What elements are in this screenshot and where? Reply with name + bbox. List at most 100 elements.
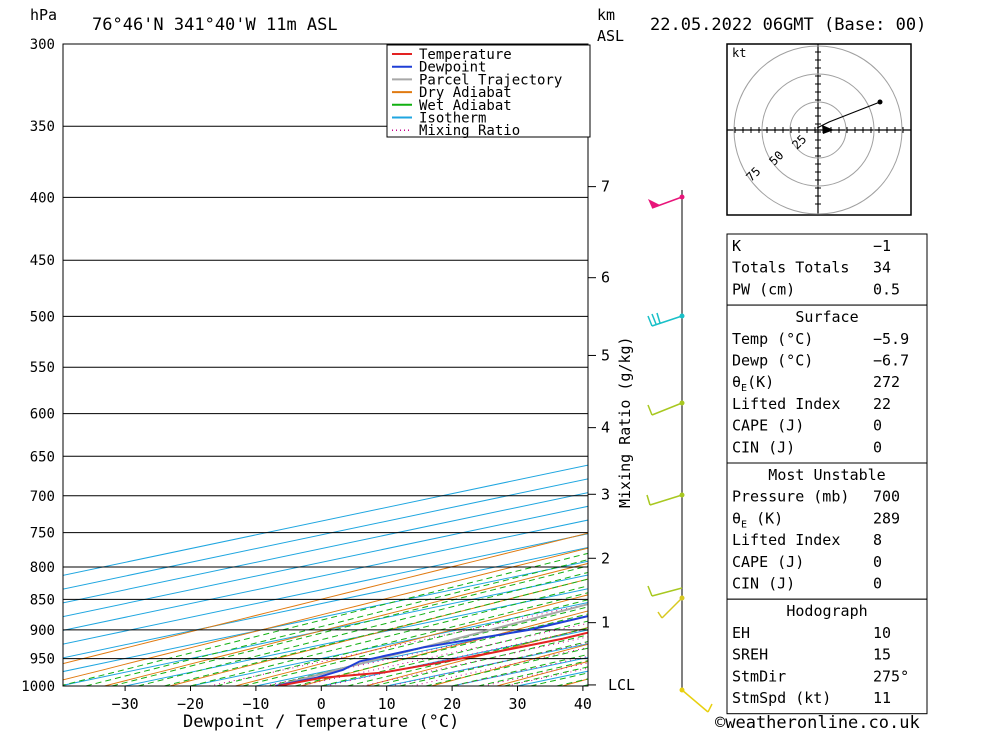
dry-adiabat-260 [235,594,588,686]
dry-adiabat-370 [955,26,1000,686]
surface-label-4: CAPE (J) [732,417,804,435]
hodograph-stats-value-1: 15 [873,646,891,664]
pressure-label-400: 400 [30,190,55,206]
legend-label-4: Wet Adiabat [419,98,512,114]
plot-frame [62,43,589,687]
hodograph-stats-label-2: StmDir [732,667,786,685]
isotherm--70 [63,533,588,645]
hodograph-ring-50 [761,73,875,187]
pressure-label-1000: 1000 [21,679,55,695]
wind-barbs [646,194,713,713]
pressure-axis-labels: 300 350 400 450 500 550 600 650 700 750 800 850 900 9… [21,37,55,695]
km-label-3: 3 [601,485,610,503]
wet-adiabat--40 [63,552,588,686]
km-unit-label: km [597,6,615,24]
wet-adiabat--8 [268,606,588,686]
surface-value-3: 22 [873,395,891,413]
height-km-axis: 7 6 5 4 3 2 1 LCL [588,178,635,694]
wind-barb-700 [646,492,685,506]
surface-label-2: θE(K) [732,373,774,394]
dry-adiabat-240 [104,562,588,686]
pressure-label-750: 750 [30,526,55,542]
km-label-6: 6 [601,269,610,287]
location-title: 76°46'N 341°40'W 11m ASL [92,15,338,35]
pressure-label-350: 350 [30,119,55,135]
km-label-7: 7 [601,178,610,196]
legend-label-1: Dewpoint [419,60,486,76]
indices-label-2: PW (cm) [732,280,795,298]
pressure-label-850: 850 [30,592,55,608]
pressure-grid-lines [63,44,588,686]
asl-unit-label: ASL [597,27,624,45]
hodograph-trace [816,101,881,129]
surface-value-4: 0 [873,417,882,435]
pressure-label-450: 450 [30,253,55,269]
hodograph-endpoint [877,99,883,105]
pressure-label-950: 950 [30,652,55,668]
most-unstable-value-2: 8 [873,531,882,549]
parcel-trajectory-line [275,603,588,686]
pressure-label-550: 550 [30,360,55,376]
most-unstable-title: Most Unstable [768,466,885,484]
surface-label-3: Lifted Index [732,395,840,413]
km-label-5: 5 [601,346,610,364]
dry-adiabat-220 [63,532,588,665]
indices-value-1: 34 [873,259,891,277]
isotherm--90 [63,505,588,618]
most-unstable-value-1: 289 [873,509,900,527]
most-unstable-label-2: Lifted Index [732,531,840,549]
temperature-line [277,631,588,686]
wind-barb-600 [647,400,685,416]
legend-label-0: Temperature [419,47,512,63]
wind-barb-500 [647,312,685,327]
x-tick-label-20: 20 [443,695,461,713]
indices-label-1: Totals Totals [732,259,849,277]
pressure-label-650: 650 [30,449,55,465]
wind-barb-850 [647,585,685,619]
wet-adiabat-lines [63,552,588,686]
x-tick-label-40: 40 [574,695,592,713]
pressure-label-900: 900 [30,623,55,639]
km-label-2: 2 [601,549,610,567]
surface-value-0: −5.9 [873,330,909,348]
dewpoint-line [275,615,588,686]
hodograph-unit: kt [732,46,746,60]
indices-label-0: K [732,237,741,255]
hodograph-stats-label-3: StmSpd (kt) [732,689,831,707]
surface-value-2: 272 [873,373,900,391]
pressure-label-800: 800 [30,560,55,576]
surface-value-1: −6.7 [873,352,909,370]
mixing-ratio-axis-title: Mixing Ratio (g/kg) [616,336,634,508]
most-unstable-section [726,462,928,600]
hodograph-stats-section [726,598,928,715]
isotherm--60 [63,547,588,659]
most-unstable-value-0: 700 [873,488,900,506]
legend-label-2: Parcel Trajectory [419,72,562,88]
wet-adiabat--36 [85,559,588,686]
hodograph-stats-value-2: 275° [873,667,909,685]
x-tick-label-30: 30 [508,695,526,713]
isotherm--110 [63,478,588,590]
most-unstable-label-0: Pressure (mb) [732,488,849,506]
x-tick-label--20: −20 [177,695,204,713]
indices-value-0: −1 [873,237,891,255]
surface-section [726,304,928,464]
surface-label-5: CIN (J) [732,438,795,456]
copyright-label: ©weatheronline.co.uk [715,713,920,733]
indices-value-2: 0.5 [873,280,900,298]
legend-label-3: Dry Adiabat [419,85,512,101]
pressure-label-500: 500 [30,309,55,325]
legend-label-5: Isotherm [419,111,486,127]
wet-adiabat--32 [111,565,588,686]
km-label-1: 1 [601,614,610,632]
hodograph-stats-value-3: 11 [873,689,891,707]
km-label-4: 4 [601,419,610,437]
x-tick-label-10: 10 [378,695,396,713]
dry-adiabat-270 [300,610,588,686]
most-unstable-value-4: 0 [873,575,882,593]
hodograph-stats-value-0: 10 [873,624,891,642]
isotherm-lines [63,464,588,686]
datetime-label: 22.05.2022 06GMT (Base: 00) [650,15,926,35]
